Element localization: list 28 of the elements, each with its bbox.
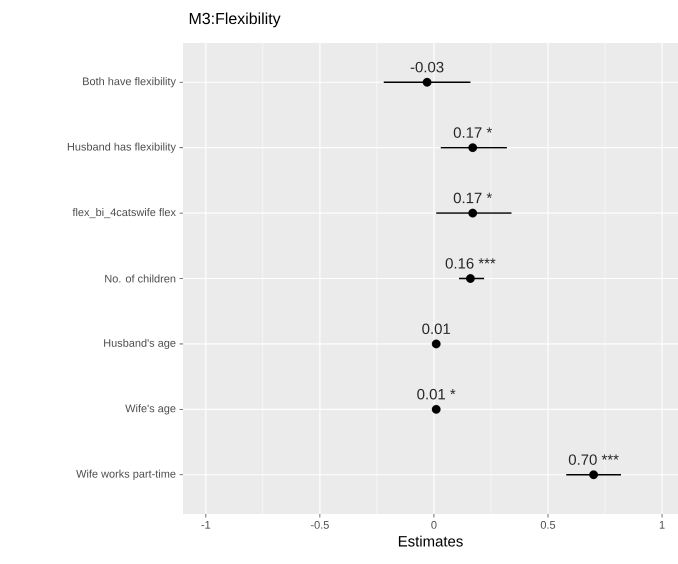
y-tick-label: Husband's age <box>104 338 176 350</box>
point <box>422 78 432 87</box>
x-axis-title: Estimates <box>398 536 463 547</box>
point <box>468 208 478 218</box>
data-label: 0.01 * <box>417 388 456 400</box>
chart-title: M3:Flexibility <box>190 12 281 28</box>
y-tick-label: No. of children <box>105 274 176 283</box>
point <box>432 340 441 348</box>
y-tick-label: Husband has flexibility <box>68 142 176 153</box>
y-tick-label: Wife's age <box>125 404 176 414</box>
x-tick-label: 0.5 <box>540 521 556 529</box>
data-label: 0.16 *** <box>446 258 496 269</box>
y-tick-label: Both have flexibility <box>83 77 176 88</box>
x-tick-label: 0 <box>431 521 437 529</box>
point <box>589 470 598 480</box>
point <box>432 404 441 414</box>
data-label: 0.17 * <box>454 127 492 138</box>
y-tick-label: Wife works part-time <box>76 470 176 480</box>
data-label: 0.70 *** <box>568 454 619 465</box>
data-label: -0.03 <box>410 62 444 72</box>
x-tick-label: -0.5 <box>310 521 329 529</box>
point <box>468 143 478 152</box>
data-label: 0.17 * <box>454 192 492 204</box>
point <box>466 274 475 283</box>
x-tick-label: -1 <box>201 521 210 529</box>
data-label: 0.01 <box>422 323 450 334</box>
x-tick-label: 1 <box>660 521 665 529</box>
y-tick-label: flex_bi_4catswife flex <box>72 208 176 218</box>
